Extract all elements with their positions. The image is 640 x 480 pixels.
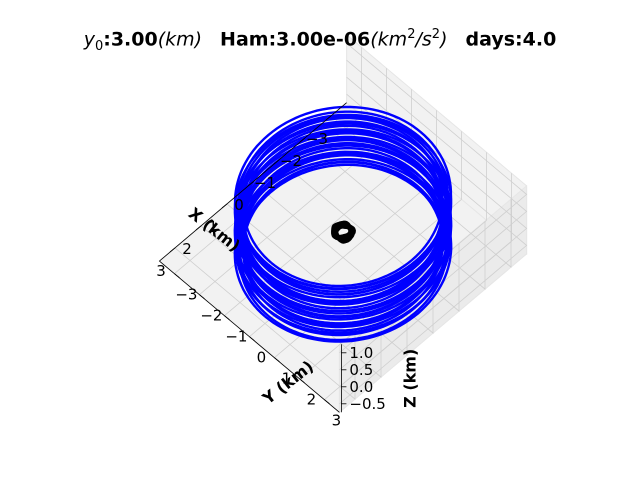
orbit-loop: [239, 120, 447, 296]
x-tick-label: −2: [280, 152, 302, 170]
y-tick-mark: [299, 378, 305, 384]
y-tick-label: −1: [225, 328, 247, 346]
orbit-loop: [242, 116, 444, 288]
x-tick-mark: [221, 203, 228, 209]
z-tick-label: 0.0: [349, 378, 373, 396]
y-tick-label: 3: [332, 412, 342, 430]
orbit-series: [233, 105, 453, 343]
x-tick-label: 0: [234, 196, 244, 214]
z-tick-label: 0.5: [349, 361, 373, 379]
x-tick-label: 3: [156, 262, 166, 280]
z-axis-label: Z (km): [400, 349, 419, 408]
orbit-loop: [233, 113, 453, 299]
gridline-x: [304, 137, 486, 290]
y-tick-label: −2: [200, 307, 222, 325]
x-tick-mark: [247, 181, 254, 187]
x-tick-label: −3: [306, 130, 328, 148]
orbit-loop: [242, 138, 444, 310]
y-tick-mark: [249, 336, 255, 342]
y-tick-mark: [199, 294, 205, 300]
gridline-x: [174, 247, 356, 400]
x-tick-mark: [325, 115, 332, 121]
x-tick-label: 2: [182, 240, 192, 258]
x-tick-mark: [169, 247, 176, 253]
x-tick-mark: [299, 137, 306, 143]
x-tick-mark: [195, 225, 202, 231]
x-tick-label: −1: [254, 174, 276, 192]
central-body-series: [331, 220, 356, 244]
y-tick-label: 0: [257, 349, 267, 367]
x-tick-label: 1: [208, 218, 218, 236]
x-tick-mark: [273, 159, 280, 165]
y-tick-label: −3: [175, 286, 197, 304]
y-tick-mark: [174, 273, 180, 279]
y-tick-mark: [274, 357, 280, 363]
gridline-x: [278, 159, 460, 312]
orbit-loop: [233, 105, 453, 291]
y-tick-label: 2: [307, 391, 317, 409]
y-tick-label: 1: [282, 370, 292, 388]
chart-title: y0:3.00(km) Ham:3.00e-06(km2/s2) days:4.0: [83, 27, 557, 55]
central-body-trace: [335, 224, 352, 237]
z-tick-label: −0.5: [349, 395, 385, 413]
z-tick-label: 1.0: [349, 344, 373, 362]
orbit-loop: [237, 115, 449, 294]
y-tick-mark: [324, 399, 330, 405]
y-tick-mark: [224, 315, 230, 321]
